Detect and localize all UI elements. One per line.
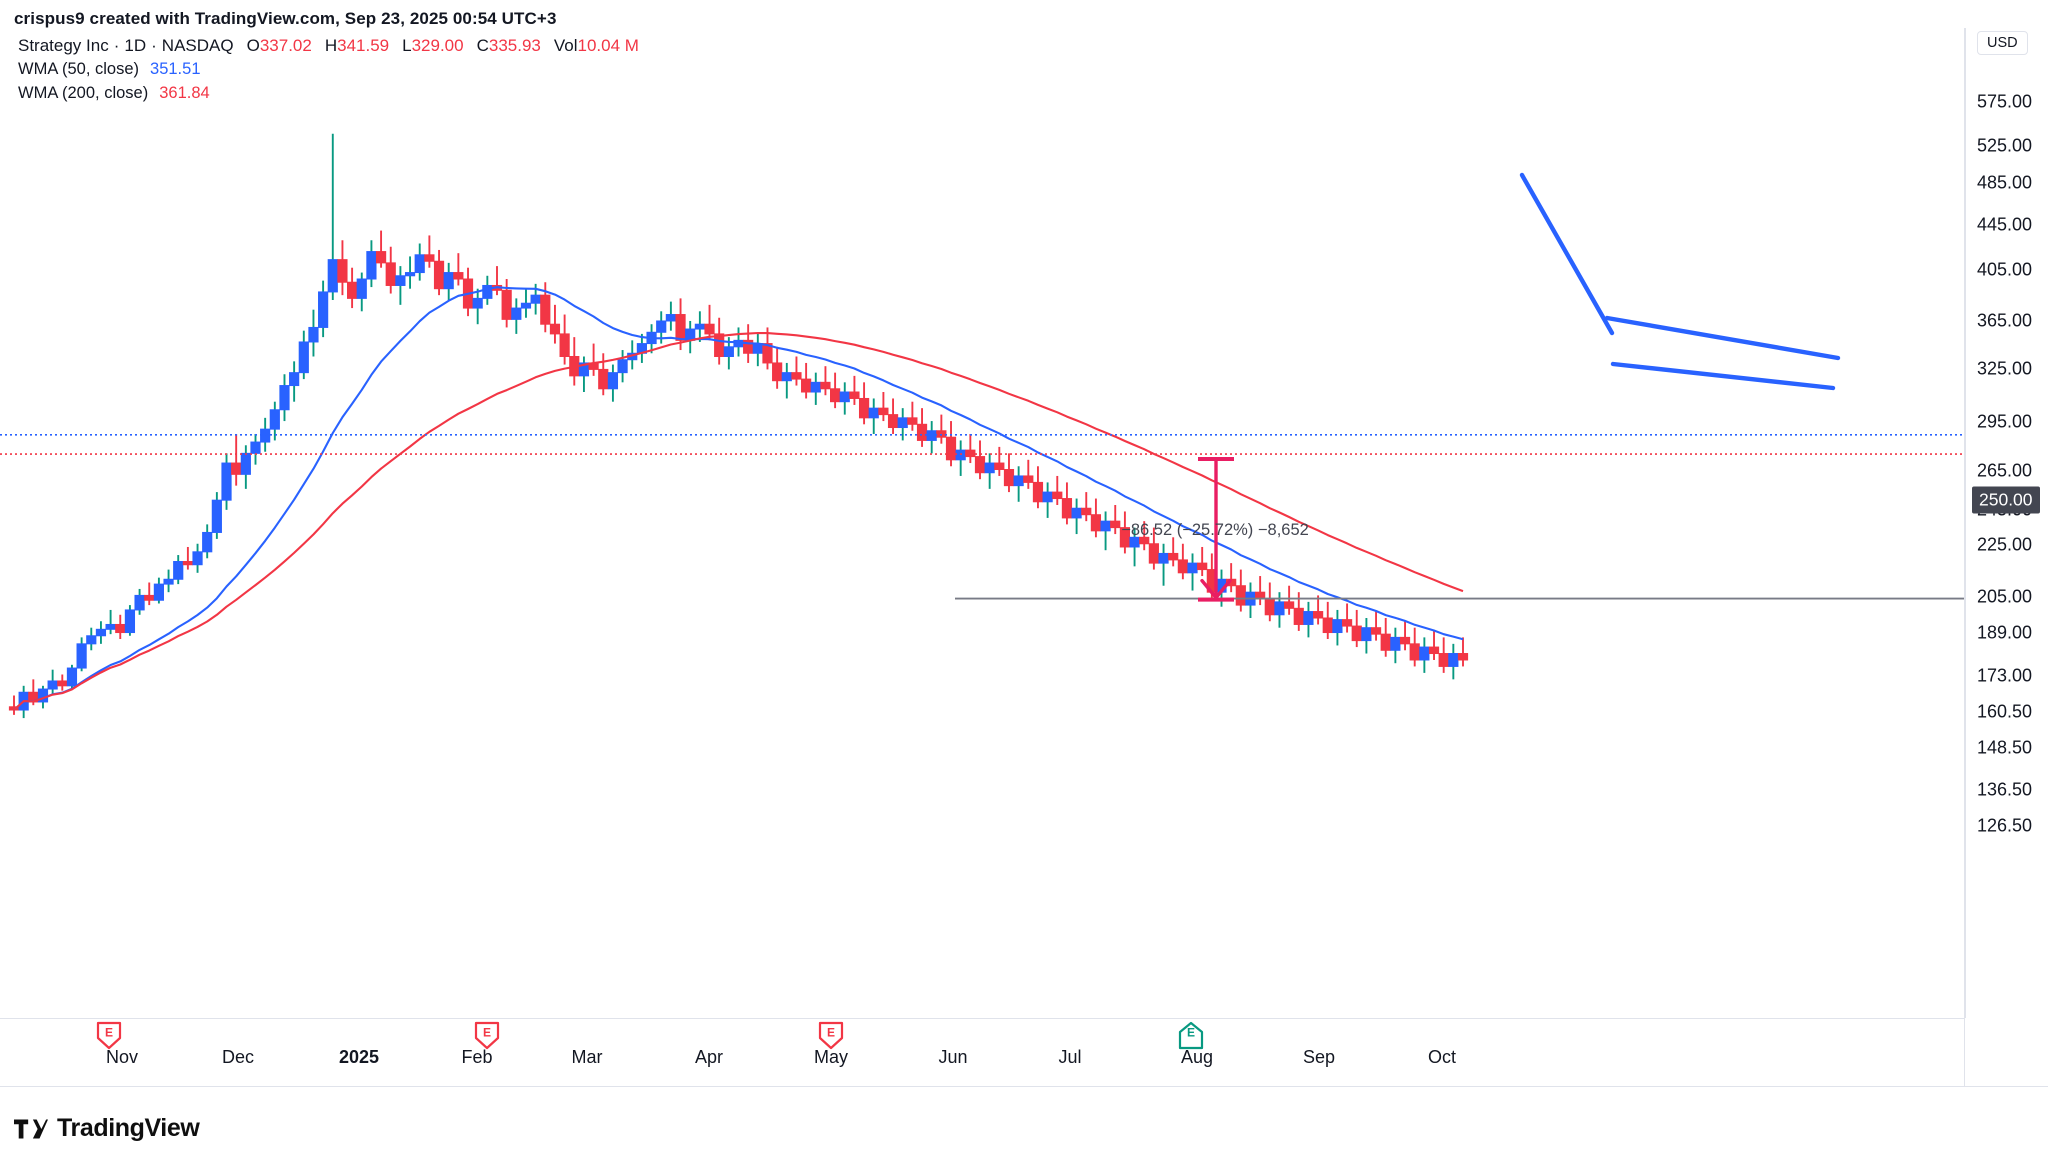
axis-divider [1964,28,1965,1086]
price-tick: 173.00 [1977,665,2033,686]
chart-plot-area[interactable]: −86.52 (−25.72%) −8,652 [0,28,1965,1018]
price-tick: 525.00 [1977,135,2033,156]
candlestick-canvas [0,133,1965,719]
legend-close-value: 335.93 [488,36,541,55]
legend-close-label: C [476,36,489,55]
time-axis[interactable]: Nov Dec 2025 Feb Mar Apr May Jun Jul Aug Sep Oct E E E… [0,1018,1965,1086]
legend-open-value: 337.02 [259,36,312,55]
price-tick: 148.50 [1977,737,2033,758]
legend-exchange: NASDAQ [161,36,234,55]
time-label-month: Nov [105,1047,139,1067]
time-label-month: May [813,1047,849,1067]
legend-low-value: 329.00 [411,36,464,55]
legend-open-label: O [246,36,260,55]
time-label-month: Dec [221,1047,255,1067]
time-label-month: Apr [694,1047,724,1067]
price-tick: 126.50 [1977,815,2033,836]
price-tick: 295.00 [1977,411,2033,432]
legend-volume-label: Vol [553,36,578,55]
legend-high-value: 341.59 [337,36,390,55]
price-tick: 485.00 [1977,172,2033,193]
chart-legend: Strategy Inc · 1D · NASDAQ O 337.02 H 341.… [18,35,639,104]
legend-separator-1: · [113,36,120,55]
trendline[interactable] [1610,361,1836,391]
trendline[interactable] [1604,315,1841,361]
svg-text:E: E [827,1026,835,1040]
legend-low-label: L [402,36,412,55]
tradingview-logo[interactable]: TradingView [14,1114,200,1143]
legend-separator-2: · [151,36,157,55]
measure-readout: −86.52 (−25.72%) −8,652 [1121,521,1309,539]
legend-symbol-row[interactable]: Strategy Inc · 1D · NASDAQ O 337.02 H 341.… [18,35,639,56]
legend-interval[interactable]: 1D [124,36,147,55]
wma50-label: WMA (50, close) [18,60,140,78]
time-label-month: Jun [938,1047,968,1067]
legend-indicator-wma200[interactable]: WMA (200, close) 361.84 [18,83,639,104]
wma200-line [13,331,1464,711]
wma200-label: WMA (200, close) [18,84,149,102]
price-tick: 405.00 [1977,259,2033,280]
legend-high-label: H [324,36,338,55]
wma200-value: 361.84 [159,84,210,102]
time-label-month: Oct [1427,1047,1457,1067]
svg-text:E: E [483,1026,491,1040]
svg-text:E: E [105,1026,113,1040]
legend-volume-value: 10.04 M [577,36,639,55]
price-axis[interactable]: USD 575.00 525.00 485.00 445.00 405.00 365.00… [1965,28,2048,1018]
wma50-value: 351.51 [150,60,201,78]
price-tick: 225.00 [1977,534,2033,555]
attribution-text: crispus9 created with TradingView.com, S… [14,9,557,28]
earnings-marker-icon[interactable]: E [96,1021,122,1051]
trendline[interactable] [1519,172,1615,336]
price-tick: 575.00 [1977,91,2033,112]
tradingview-mark-icon [14,1119,48,1138]
time-axis-bottom-rule [0,1086,2048,1087]
price-tick: 265.00 [1977,460,2033,481]
price-tick: 325.00 [1977,358,2033,379]
price-tick: 205.00 [1977,586,2033,607]
earnings-marker-icon[interactable]: E [474,1021,500,1051]
price-tick-highlight[interactable]: 250.00 [1972,486,2040,514]
price-tick: 365.00 [1977,310,2033,331]
candle-group [8,133,1469,719]
legend-indicator-wma50[interactable]: WMA (50, close) 351.51 [18,59,639,80]
tradingview-wordmark: TradingView [57,1114,200,1142]
price-tick: 136.50 [1977,779,2033,800]
time-label-month: Jul [1058,1047,1082,1067]
time-label-month: Mar [571,1047,603,1067]
price-tick: 160.50 [1977,701,2033,722]
time-label-month: Feb [461,1047,493,1067]
legend-symbol[interactable]: Strategy Inc [18,36,109,55]
price-tick: 189.00 [1977,622,2033,643]
earnings-marker-icon[interactable]: E [818,1021,844,1051]
wma50-line [13,286,1464,711]
time-label-year: 2025 [338,1047,380,1067]
currency-chip[interactable]: USD [1977,31,2028,55]
earnings-marker-icon[interactable]: E [1178,1021,1204,1051]
time-label-month: Aug [1180,1047,1214,1067]
svg-text:E: E [1187,1026,1195,1040]
price-tick: 445.00 [1977,214,2033,235]
time-label-month: Sep [1302,1047,1336,1067]
measure-tool[interactable] [1198,457,1234,602]
